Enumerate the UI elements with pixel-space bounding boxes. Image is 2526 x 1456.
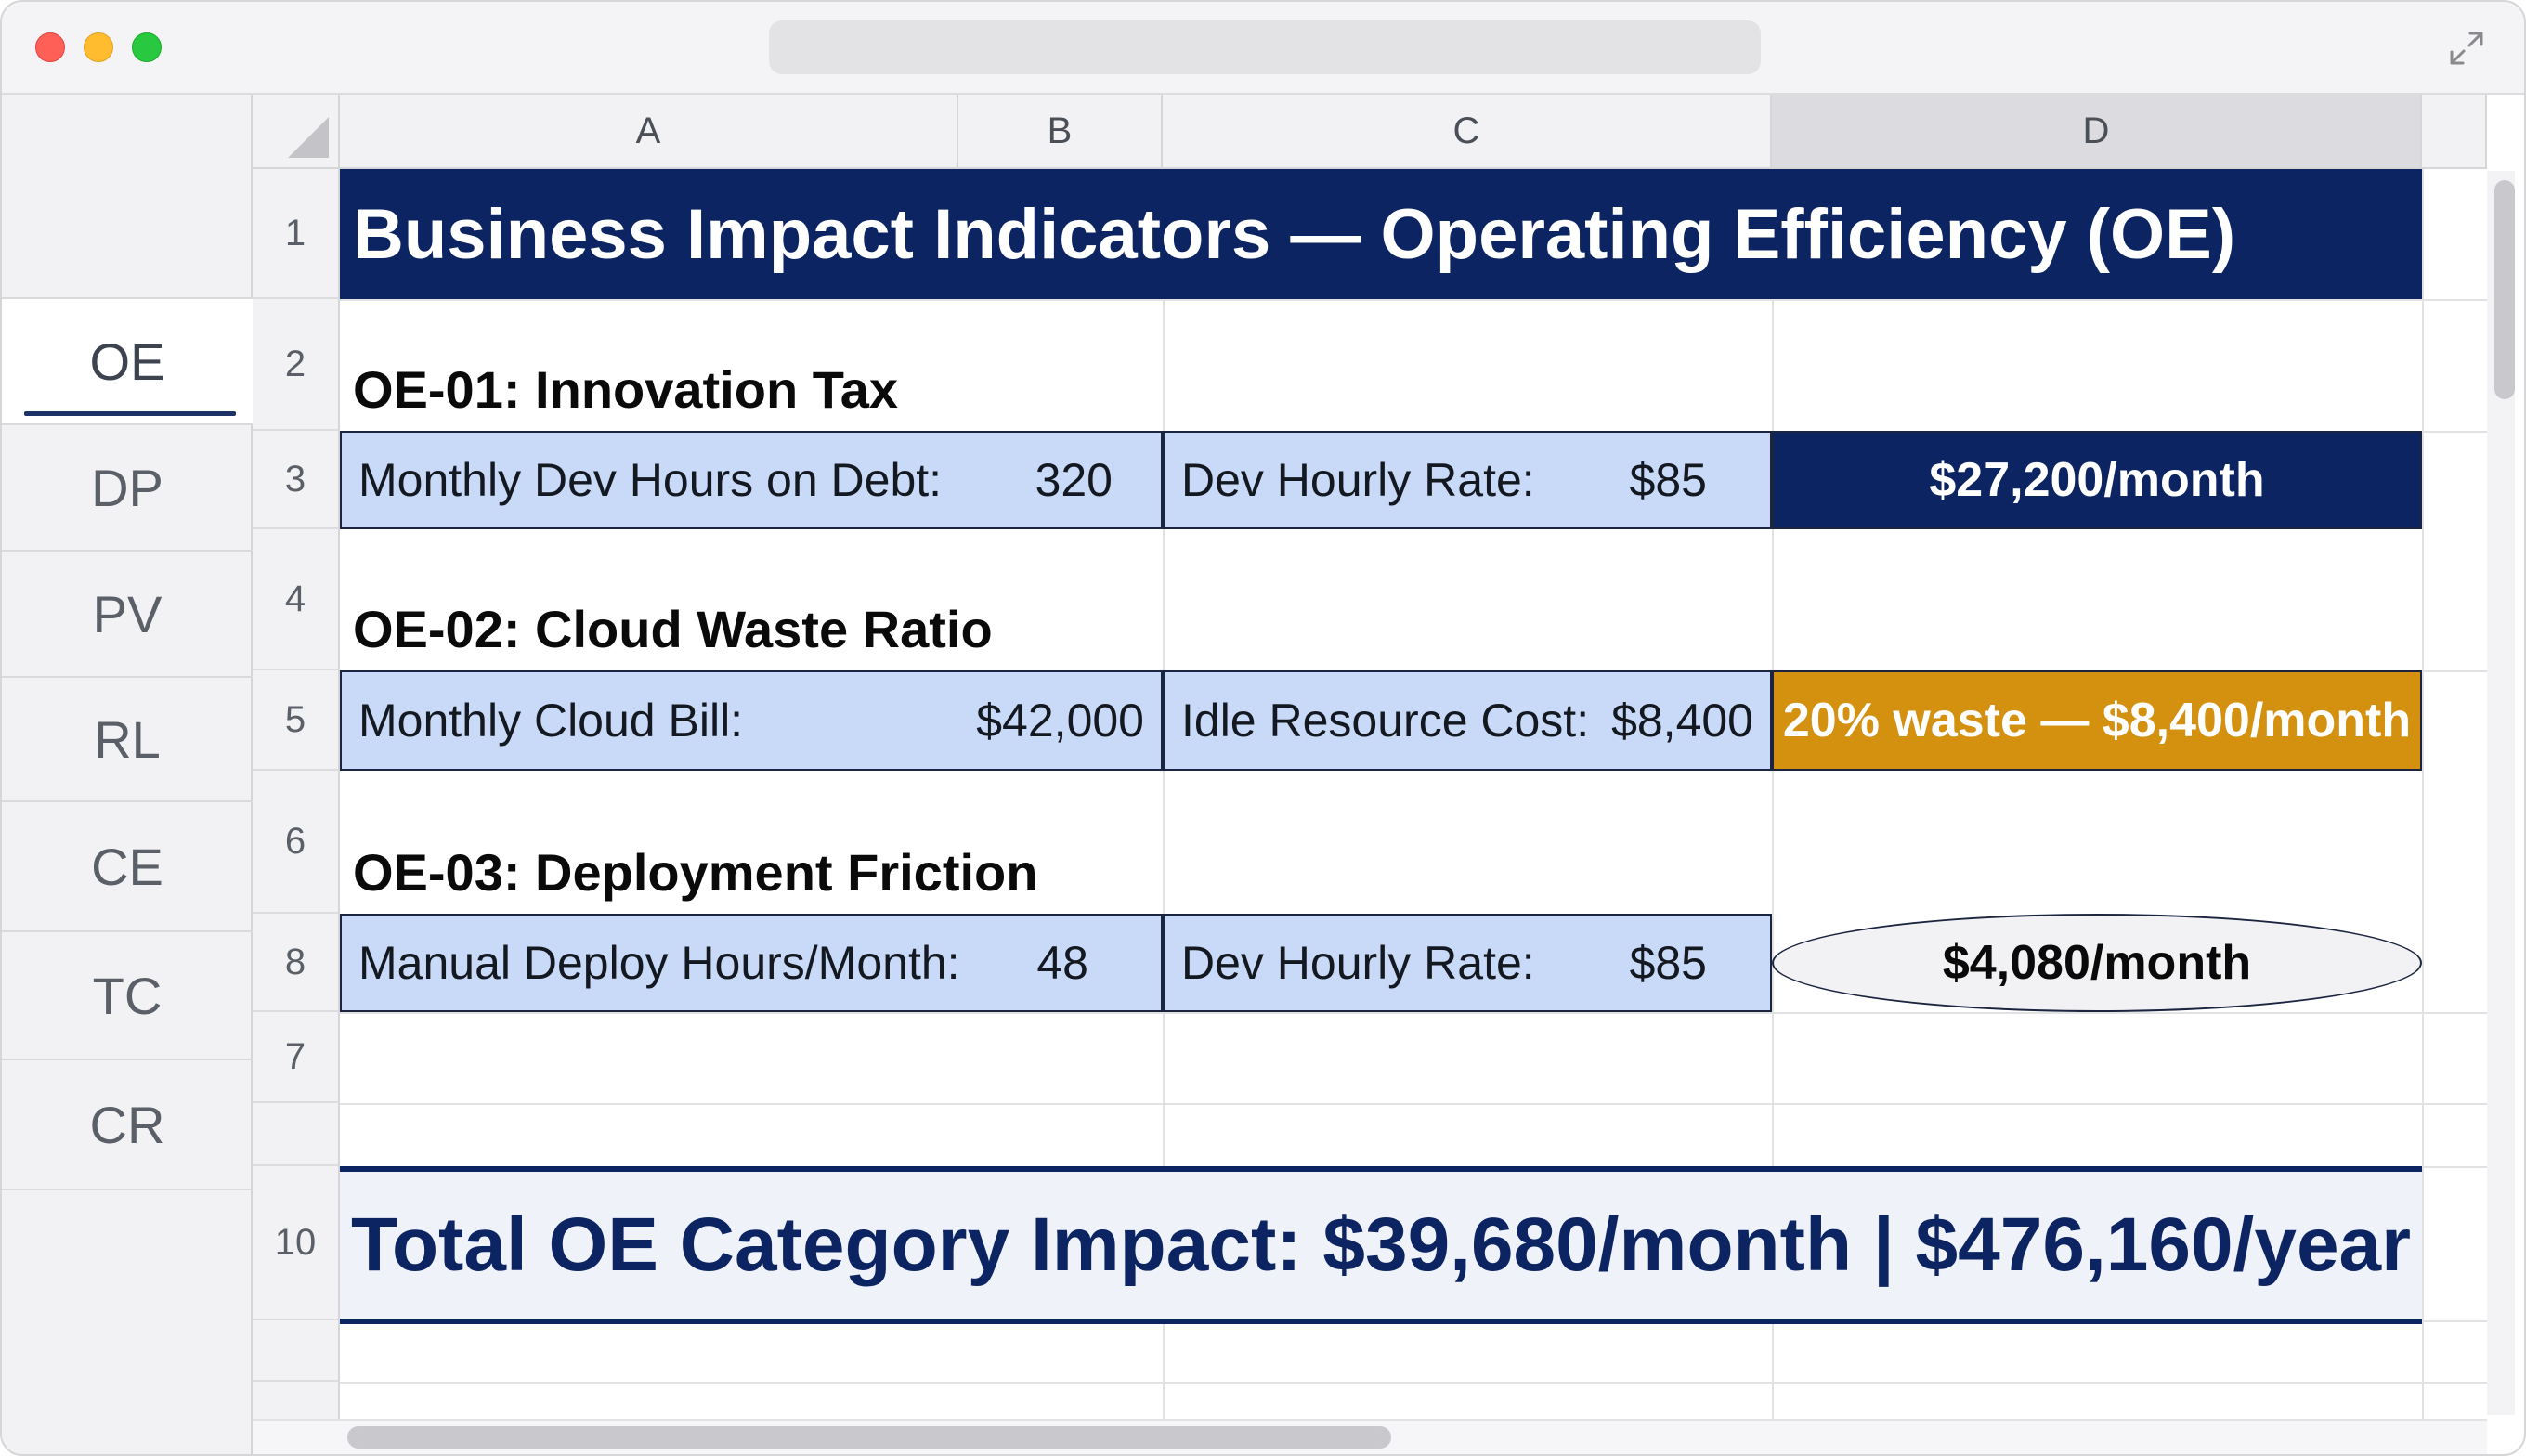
input-cell-hourly-rate[interactable]: Dev Hourly Rate: $85 <box>1163 431 1772 529</box>
input-label: Monthly Dev Hours on Debt: <box>358 454 943 506</box>
sidebar-header <box>2 95 253 299</box>
sheet-tab-label: OE <box>89 332 165 391</box>
window-title-bar <box>2 2 2524 95</box>
input-value: 320 <box>1035 454 1113 506</box>
section-heading-oe-01[interactable]: OE-01: Innovation Tax <box>340 299 1163 431</box>
input-value: 48 <box>1036 937 1088 989</box>
result-value: $4,080/month <box>1942 936 2252 990</box>
input-label: Idle Resource Cost: <box>1181 695 1590 747</box>
grid-line <box>340 299 2487 301</box>
input-value: $42,000 <box>976 695 1144 747</box>
grid-line <box>1163 169 1165 1419</box>
row-header-4[interactable]: 4 <box>253 529 340 670</box>
sheet-tab-dp[interactable]: DP <box>2 425 253 552</box>
result-cell-cloud-waste[interactable]: 20% waste — $8,400/month <box>1772 670 2422 771</box>
grid-line <box>340 1103 2487 1105</box>
row-header-7[interactable]: 7 <box>253 1012 340 1103</box>
horizontal-scroll-thumb[interactable] <box>347 1426 1391 1449</box>
sheet-tab-label: CE <box>91 837 163 896</box>
total-impact: Total OE Category Impact: $39,680/month … <box>350 1202 2412 1287</box>
sheet-tab-sidebar: OE DP PV RL CE TC CR <box>2 95 253 1454</box>
input-value: $85 <box>1629 454 1707 506</box>
select-all-corner[interactable] <box>253 95 340 169</box>
row-header-3[interactable]: 3 <box>253 431 340 529</box>
row-header-blank[interactable] <box>253 1320 340 1382</box>
column-header-c[interactable]: C <box>1163 95 1772 169</box>
row-header-5[interactable]: 5 <box>253 670 340 771</box>
sheet-tab-tc[interactable]: TC <box>2 932 253 1060</box>
total-impact-cell[interactable]: Total OE Category Impact: $39,680/month … <box>340 1166 2422 1324</box>
minimize-window-button[interactable] <box>84 32 113 62</box>
sheet-tab-oe[interactable]: OE <box>2 299 253 425</box>
sheet-tab-pv[interactable]: PV <box>2 552 253 678</box>
input-cell-cloud-bill[interactable]: Monthly Cloud Bill: $42,000 <box>340 670 1163 771</box>
sheet-tab-cr[interactable]: CR <box>2 1060 253 1190</box>
grid-line <box>2422 169 2424 1419</box>
sheet-title: Business Impact Indicators — Operating E… <box>353 194 2236 274</box>
select-all-icon <box>288 117 329 158</box>
input-value: $8,400 <box>1611 695 1753 747</box>
input-label: Dev Hourly Rate: <box>1181 454 1535 506</box>
input-cell-idle-cost[interactable]: Idle Resource Cost: $8,400 <box>1163 670 1772 771</box>
sheet-tab-label: PV <box>92 584 163 644</box>
row-header-1[interactable]: 1 <box>253 169 340 299</box>
section-heading-oe-02[interactable]: OE-02: Cloud Waste Ratio <box>340 529 1163 670</box>
sheet-tab-label: RL <box>94 709 161 769</box>
sheet-tab-rl[interactable]: RL <box>2 678 253 802</box>
section-heading-oe-03[interactable]: OE-03: Deployment Friction <box>340 771 1163 914</box>
result-value: 20% waste — $8,400/month <box>1782 694 2412 748</box>
spreadsheet-grid: A B C D 1 2 3 4 5 6 8 7 10 Business Impa… <box>253 95 2524 1454</box>
close-window-button[interactable] <box>35 32 65 62</box>
grid-line <box>340 1012 2487 1014</box>
sheet-tab-label: CR <box>89 1095 165 1154</box>
sheet-tab-ce[interactable]: CE <box>2 802 253 932</box>
input-label: Dev Hourly Rate: <box>1181 937 1535 989</box>
grid-line <box>1772 169 1774 1419</box>
sheet-title-cell[interactable]: Business Impact Indicators — Operating E… <box>340 169 2422 299</box>
row-header-2[interactable]: 2 <box>253 299 340 431</box>
section-heading: OE-01: Innovation Tax <box>353 360 899 419</box>
input-label: Manual Deploy Hours/Month: <box>358 937 960 989</box>
section-heading: OE-03: Deployment Friction <box>353 843 1038 902</box>
input-cell-deploy-hours[interactable]: Manual Deploy Hours/Month: 48 <box>340 914 1163 1012</box>
row-header-blank[interactable] <box>253 1103 340 1166</box>
grid-line <box>340 1382 2487 1384</box>
expand-icon[interactable] <box>2446 28 2487 69</box>
section-heading: OE-02: Cloud Waste Ratio <box>353 600 993 658</box>
column-header-d[interactable]: D <box>1772 95 2422 169</box>
input-cell-hourly-rate[interactable]: Dev Hourly Rate: $85 <box>1163 914 1772 1012</box>
result-cell-innovation-tax[interactable]: $27,200/month <box>1772 431 2422 529</box>
column-header-e[interactable] <box>2422 95 2487 169</box>
address-bar[interactable] <box>769 20 1761 74</box>
column-header-b[interactable]: B <box>958 95 1163 169</box>
result-cell-deploy-friction[interactable]: $4,080/month <box>1772 914 2422 1012</box>
input-label: Monthly Cloud Bill: <box>358 695 744 747</box>
input-value: $85 <box>1629 937 1707 989</box>
row-header-8[interactable]: 8 <box>253 914 340 1012</box>
result-value: $27,200/month <box>1929 453 2265 507</box>
sheet-tab-label: TC <box>92 966 163 1025</box>
sheet-tab-label: DP <box>91 458 163 517</box>
active-tab-indicator <box>24 411 236 416</box>
vertical-scroll-thumb[interactable] <box>2494 180 2515 399</box>
row-header-10[interactable]: 10 <box>253 1166 340 1320</box>
input-cell-dev-hours[interactable]: Monthly Dev Hours on Debt: 320 <box>340 431 1163 529</box>
column-header-a[interactable]: A <box>340 95 958 169</box>
zoom-window-button[interactable] <box>132 32 162 62</box>
row-header-6[interactable]: 6 <box>253 771 340 914</box>
